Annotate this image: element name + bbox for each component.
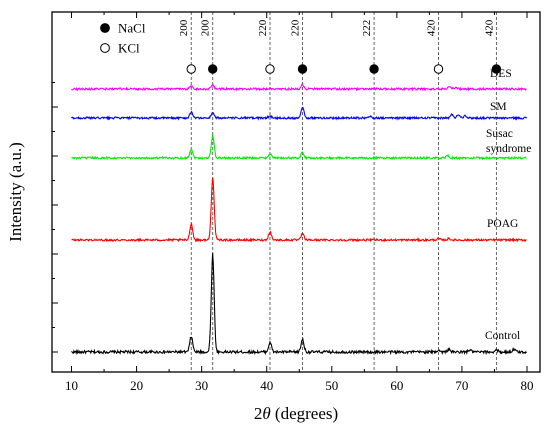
x-axis-label-prefix: 2 (254, 404, 263, 423)
y-axis-label: Intensity (a.u.) (6, 142, 25, 242)
x-axis-label-suffix: (degrees) (271, 404, 339, 423)
x-tick-label: 40 (260, 378, 273, 393)
series-label: Control (485, 330, 520, 342)
kcl-marker (186, 64, 196, 74)
x-axis-label: 2θ (degrees) (254, 404, 338, 423)
hkl-label: 200 (178, 19, 190, 36)
nacl-marker (208, 64, 218, 74)
x-tick-label: 50 (325, 378, 338, 393)
series-line (71, 177, 527, 243)
legend: NaCl KCl (100, 21, 146, 56)
legend-nacl-marker (100, 23, 110, 33)
hkl-label: 220 (257, 19, 269, 36)
series-line (71, 82, 527, 92)
x-tick-label: 80 (520, 378, 533, 393)
plot-frame (51, 11, 541, 373)
nacl-marker (369, 64, 379, 74)
series-label: SM (490, 101, 507, 113)
nacl-marker (491, 64, 502, 74)
series-label: Susac (486, 128, 513, 140)
x-tick-label: 60 (390, 378, 403, 393)
axis-ticks: 10 20 30 40 50 60 70 80 (52, 12, 533, 393)
hkl-labels: 200 200 220 220 222 420 420 (178, 19, 495, 36)
hkl-label: 420 (483, 19, 495, 36)
x-tick-label: 10 (65, 378, 78, 393)
phase-markers (186, 64, 502, 74)
hkl-label: 420 (425, 19, 437, 36)
diffraction-patterns (71, 82, 527, 356)
legend-label: KCl (118, 41, 140, 56)
x-tick-label: 30 (195, 378, 208, 393)
series-line (71, 134, 527, 161)
series-labels: Control POAG Susac syndrome SM DES (485, 68, 531, 342)
x-tick-label: 70 (455, 378, 468, 393)
legend-label: NaCl (118, 21, 146, 36)
reference-lines (190, 12, 497, 372)
series-label: syndrome (486, 143, 531, 155)
series-label: DES (490, 68, 512, 80)
kcl-marker (433, 64, 444, 74)
x-axis-label-symbol: θ (262, 404, 270, 423)
hkl-label: 220 (290, 19, 302, 36)
nacl-marker (297, 64, 308, 74)
series-label: POAG (487, 218, 518, 230)
kcl-marker (265, 64, 275, 74)
legend-kcl-marker (100, 43, 110, 53)
hkl-label: 222 (361, 20, 373, 37)
x-tick-label: 20 (130, 378, 143, 393)
series-line (71, 253, 527, 356)
hkl-label: 200 (200, 19, 212, 36)
series-line (71, 106, 527, 121)
